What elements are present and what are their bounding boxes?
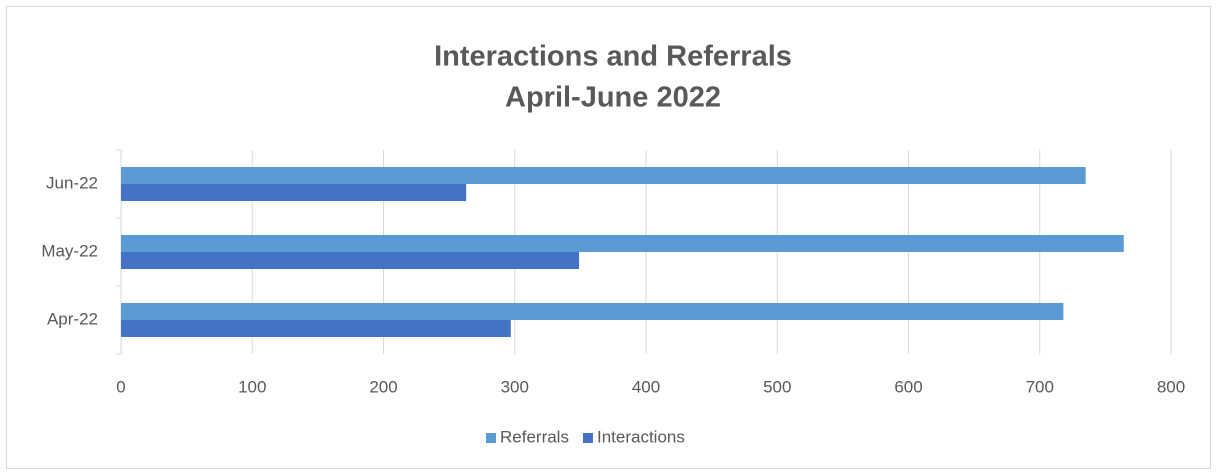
legend-swatch xyxy=(486,433,496,443)
x-tick-label: 300 xyxy=(501,377,529,396)
x-tick-label: 200 xyxy=(369,377,397,396)
chart-subtitle: April-June 2022 xyxy=(505,82,721,114)
x-tick-label: 700 xyxy=(1026,377,1054,396)
x-tick-label: 400 xyxy=(632,377,660,396)
y-tick-label: Apr-22 xyxy=(47,309,98,328)
x-tick-label: 600 xyxy=(894,377,922,396)
bar xyxy=(121,235,1124,252)
bar xyxy=(121,303,1064,320)
bar xyxy=(121,167,1086,184)
x-tick-label: 800 xyxy=(1157,377,1185,396)
x-tick-label: 0 xyxy=(116,377,125,396)
y-tick-label: Jun-22 xyxy=(46,173,98,192)
legend-swatch xyxy=(582,433,593,443)
x-tick-label: 500 xyxy=(763,377,791,396)
bar xyxy=(121,252,580,269)
bar xyxy=(121,320,511,337)
y-tick-label: May-22 xyxy=(41,241,98,260)
bar xyxy=(121,184,467,201)
legend-label: Referrals xyxy=(500,427,569,446)
x-tick-label: 100 xyxy=(238,377,266,396)
chart-title: Interactions and Referrals xyxy=(434,41,792,73)
legend-label: Interactions xyxy=(597,427,685,446)
